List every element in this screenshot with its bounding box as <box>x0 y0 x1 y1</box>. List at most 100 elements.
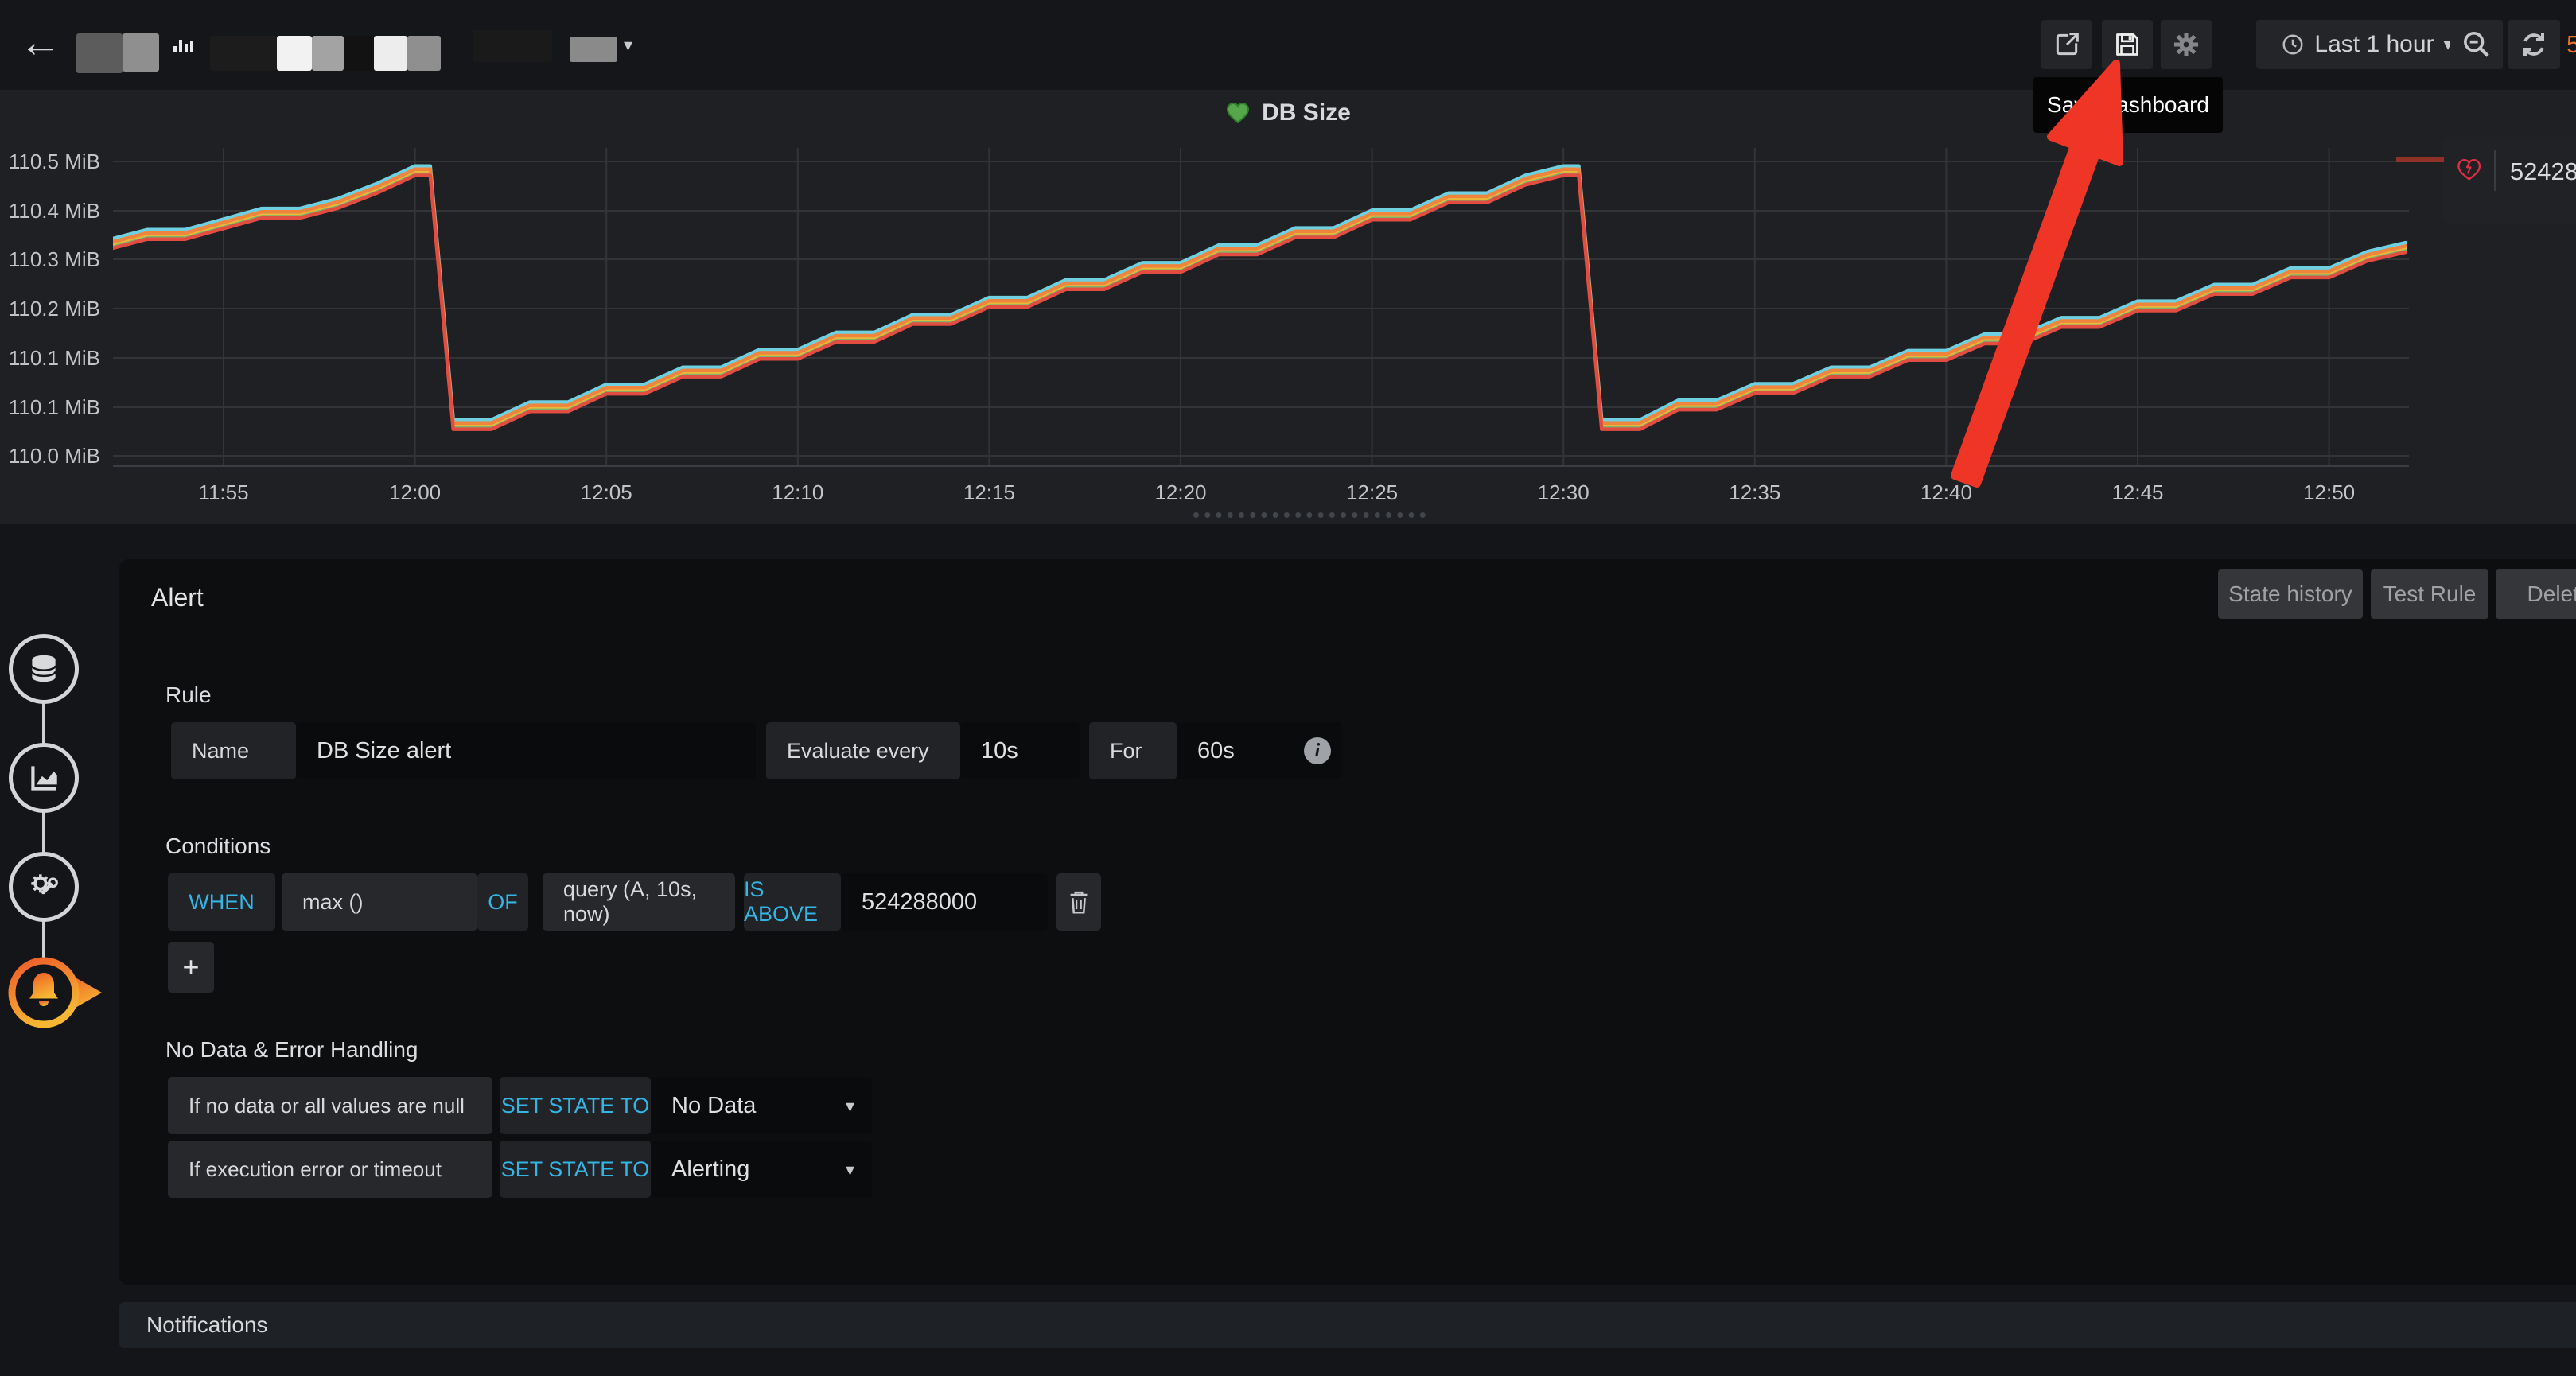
time-range-caret: ▾ <box>2443 34 2453 54</box>
x-axis-tick: 11:55 <box>198 480 248 504</box>
tab-connector-line <box>42 665 45 993</box>
top-navbar: ← ▾ <box>0 0 2576 90</box>
dashboard-dropdown-caret[interactable]: ▾ <box>624 35 633 55</box>
evaluator-dropdown[interactable]: IS ABOVE <box>744 873 841 931</box>
redacted-block <box>312 36 344 71</box>
x-axis-tick: 12:10 <box>772 480 823 504</box>
redacted-block <box>76 33 123 73</box>
condition-function-dropdown[interactable]: max () <box>282 873 477 931</box>
alert-section-title: Alert <box>151 583 204 612</box>
exec-error-row-label: If execution error or timeout <box>168 1141 492 1198</box>
threshold-value-label: 524288000 <box>2509 157 2576 185</box>
alerting-broken-heart-icon <box>2457 158 2481 181</box>
delete-button[interactable]: Delete <box>2496 569 2576 619</box>
redacted-block <box>407 36 441 71</box>
area-chart-icon <box>31 766 57 791</box>
redacted-block <box>570 37 617 62</box>
bell-icon <box>29 973 58 999</box>
x-axis-tick: 12:05 <box>581 480 632 504</box>
share-icon <box>2056 33 2079 56</box>
no-data-row-label: If no data or all values are null <box>168 1077 492 1134</box>
x-axis-tick: 12:25 <box>1346 480 1398 504</box>
no-data-state-select[interactable]: No Data ▾ <box>651 1077 872 1134</box>
redacted-block <box>473 30 552 62</box>
threshold-legend-box: 524288000 <box>2442 137 2576 224</box>
select-caret-icon-2: ▾ <box>845 1160 854 1180</box>
series-db-size-cyan <box>113 164 2408 422</box>
alert-ok-heart-icon <box>1227 102 1250 124</box>
evaluate-every-label: Evaluate every <box>766 722 960 779</box>
x-axis-tick: 12:30 <box>1538 480 1590 504</box>
select-caret-icon: ▾ <box>845 1096 854 1116</box>
series-db-size-yellow <box>113 169 2408 426</box>
y-axis-tick: 110.0 MiB <box>9 444 100 468</box>
condition-query-dropdown[interactable]: query (A, 10s, now) <box>543 873 735 931</box>
y-axis-tick: 110.2 MiB <box>9 297 100 321</box>
when-keyword[interactable]: WHEN <box>168 873 275 931</box>
x-axis-tick: 12:15 <box>963 480 1015 504</box>
time-range-label: Last 1 hour <box>2314 31 2434 57</box>
series-db-size-red <box>113 173 2408 431</box>
gear-icon <box>2174 33 2198 56</box>
exec-error-state-select[interactable]: Alerting ▾ <box>651 1141 872 1198</box>
notifications-section-header: Notifications <box>119 1302 2576 1348</box>
evaluate-every-input[interactable]: 10s <box>960 722 1080 779</box>
panel-title: DB Size <box>0 99 2576 126</box>
x-axis-tick: 12:45 <box>2111 480 2163 504</box>
refresh-interval-label[interactable]: 5s <box>2566 30 2576 58</box>
set-state-keyword-2: SET STATE TO <box>500 1141 651 1198</box>
dashboard-icon <box>173 40 193 52</box>
y-axis-tick: 110.4 MiB <box>9 199 100 223</box>
zoom-out-icon <box>2464 32 2489 57</box>
tab-general[interactable] <box>9 852 79 922</box>
x-axis-tick: 12:50 <box>2303 480 2355 504</box>
state-history-button[interactable]: State history <box>2218 569 2363 619</box>
info-icon: i <box>1304 737 1331 764</box>
test-rule-button[interactable]: Test Rule <box>2371 569 2488 619</box>
back-arrow-icon[interactable]: ← <box>19 18 62 66</box>
save-dashboard-tooltip: Save dashboard <box>2033 77 2223 133</box>
rule-heading: Rule <box>165 682 212 707</box>
horizontal-scrollbar[interactable] <box>1193 512 1426 518</box>
tab-queries[interactable] <box>9 634 79 704</box>
redacted-block <box>210 36 277 71</box>
y-axis-tick: 110.1 MiB <box>9 395 100 419</box>
remove-condition-button[interactable] <box>1056 873 1101 931</box>
of-keyword[interactable]: OF <box>477 873 528 931</box>
save-icon <box>2116 33 2138 56</box>
trash-icon <box>1070 891 1088 914</box>
dashboard-settings-button[interactable] <box>2161 20 2212 69</box>
redacted-block <box>123 33 159 72</box>
threshold-input[interactable]: 524288000 <box>841 873 1048 931</box>
y-axis-tick: 110.3 MiB <box>9 247 100 271</box>
no-data-heading: No Data & Error Handling <box>165 1037 418 1062</box>
refresh-icon <box>2523 33 2544 56</box>
x-axis-tick: 12:35 <box>1729 480 1780 504</box>
zoom-out-button[interactable] <box>2450 20 2503 69</box>
add-condition-button[interactable]: + <box>168 942 214 993</box>
series-db-size-orange <box>113 167 2408 426</box>
redacted-block <box>374 36 407 71</box>
for-input[interactable]: 60s i <box>1177 722 1342 779</box>
tab-alert-active[interactable] <box>5 951 110 1034</box>
name-input[interactable]: DB Size alert <box>296 722 756 779</box>
threshold-line-segment <box>2396 157 2444 162</box>
database-icon <box>31 655 56 682</box>
set-state-keyword: SET STATE TO <box>500 1077 651 1134</box>
y-axis-tick: 110.5 MiB <box>9 150 100 173</box>
redacted-block <box>277 36 312 71</box>
gear-wrench-icon <box>31 874 58 895</box>
redacted-block <box>344 36 374 71</box>
refresh-button[interactable] <box>2508 20 2560 69</box>
name-label: Name <box>171 722 296 779</box>
time-range-picker[interactable]: Last 1 hour ▾ <box>2256 20 2477 69</box>
legend-divider <box>2494 150 2496 191</box>
for-label: For <box>1089 722 1177 779</box>
x-axis-tick: 12:20 <box>1154 480 1206 504</box>
y-axis-tick: 110.1 MiB <box>9 346 100 370</box>
x-axis-tick: 12:40 <box>1920 480 1972 504</box>
x-axis-tick: 12:00 <box>389 480 441 504</box>
conditions-heading: Conditions <box>165 834 271 858</box>
tab-visualization[interactable] <box>9 743 79 813</box>
